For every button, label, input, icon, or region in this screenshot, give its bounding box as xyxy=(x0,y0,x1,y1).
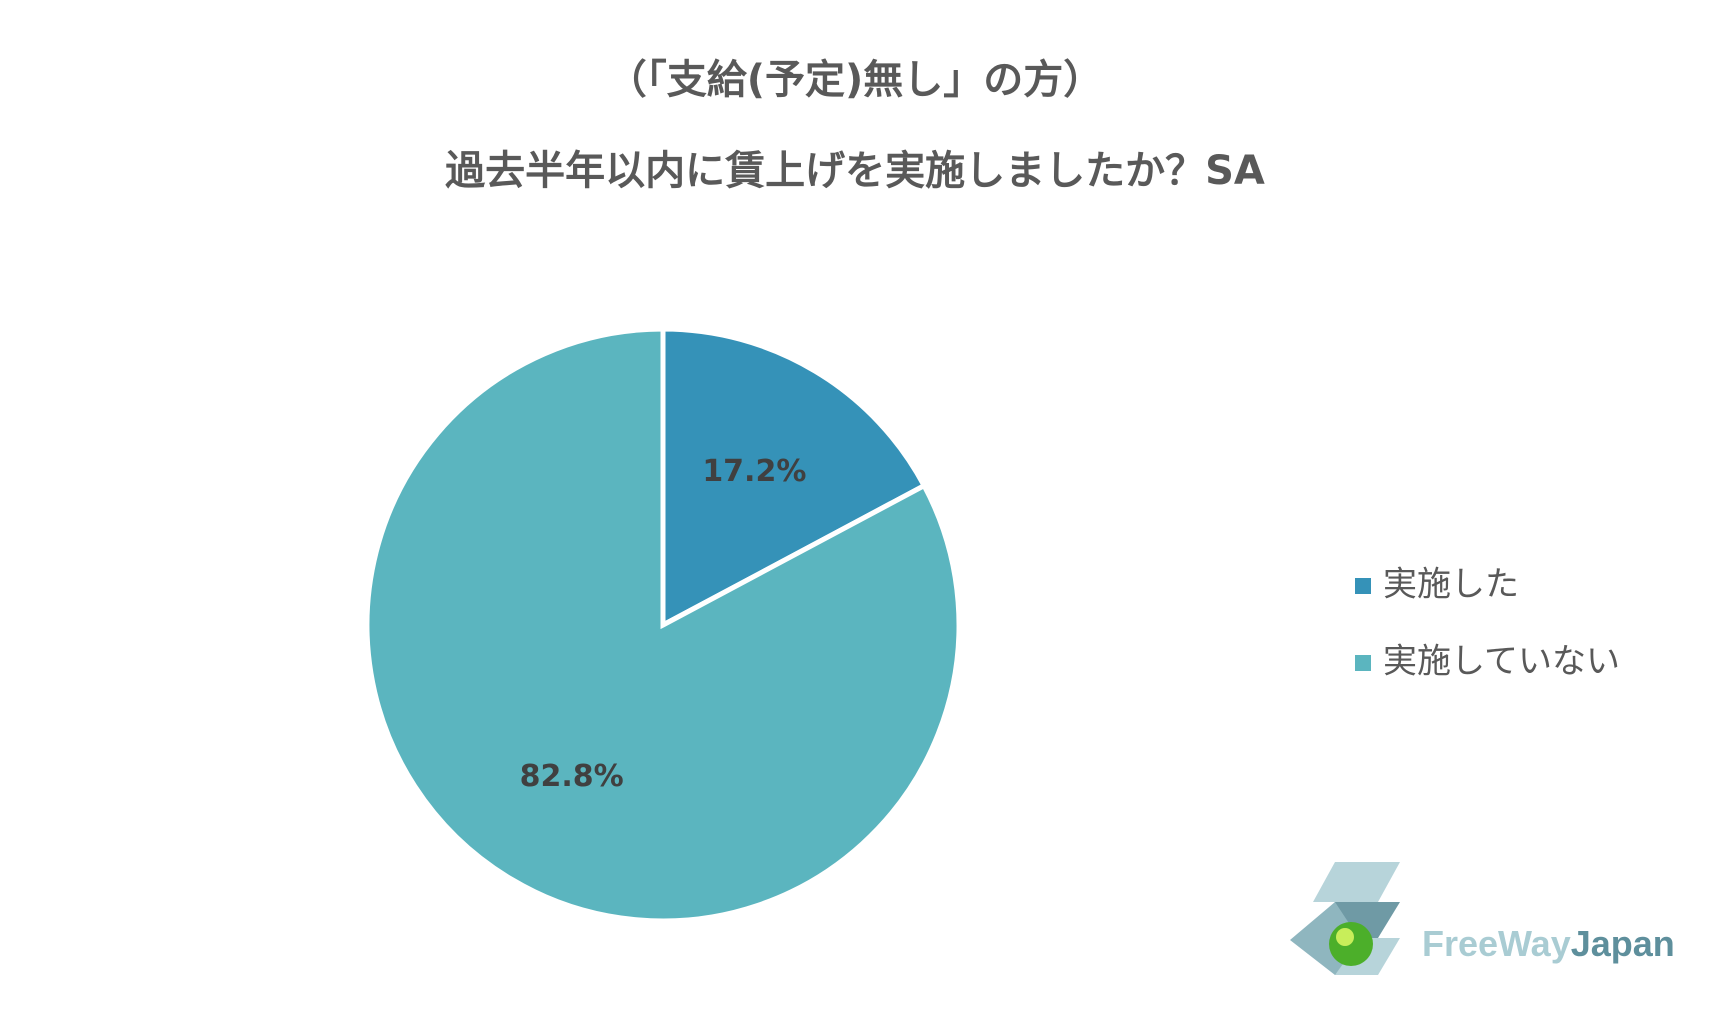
legend-swatch xyxy=(1355,655,1371,671)
value-label: 17.2% xyxy=(702,454,806,489)
pie-slice xyxy=(364,326,962,924)
legend-label: 実施していない xyxy=(1383,642,1620,682)
logo: FreeWayJapan xyxy=(1290,862,1675,975)
logo-text-part: FreeWay xyxy=(1422,923,1571,964)
logo-ball xyxy=(1336,928,1354,946)
logo-shape xyxy=(1313,862,1400,902)
logo-text: FreeWayJapan xyxy=(1422,923,1675,964)
legend-swatch xyxy=(1355,578,1371,594)
chart-title: （「支給(予定)無し」の方） xyxy=(607,57,1104,103)
legend-label: 実施した xyxy=(1383,565,1519,605)
logo-text-part: Japan xyxy=(1571,923,1675,964)
logo-ball xyxy=(1329,922,1373,966)
pie-slice xyxy=(660,326,928,630)
value-label: 82.8% xyxy=(520,759,624,794)
chart-title: 過去半年以内に賃上げを実施しましたか？SA xyxy=(445,148,1265,194)
